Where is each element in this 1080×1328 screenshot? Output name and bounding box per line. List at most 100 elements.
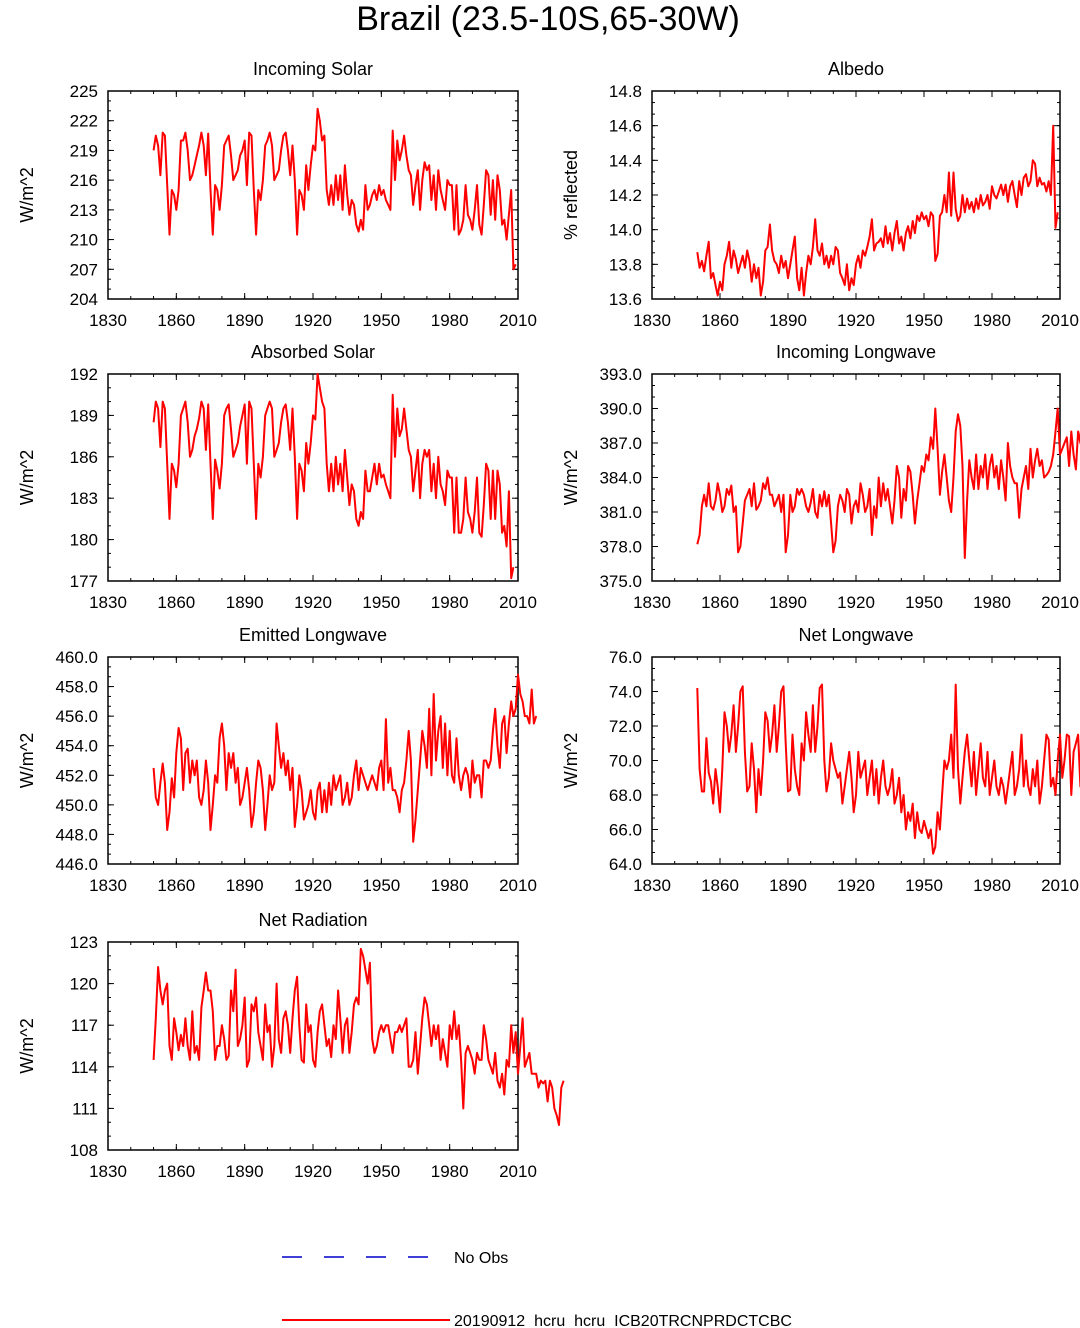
y-tick-label: 14.0 [609,221,642,240]
x-tick-label: 1920 [294,876,332,895]
legend: No Obs 20190912_hcru_hcru_ICB20TRCNPRDCT… [282,1250,792,1328]
x-tick-label: 1860 [157,1162,195,1181]
y-tick-label: 114 [71,1058,98,1077]
x-tick-label: 1860 [157,311,195,330]
chart-title: Net Longwave [798,625,913,645]
x-tick-label: 2010 [1041,876,1079,895]
y-tick-label: 207 [70,260,98,279]
x-tick-label: 1860 [157,876,195,895]
plot-frame [107,656,519,865]
x-tick-label: 1860 [701,876,739,895]
y-tick-label: 74.0 [609,683,642,702]
series-line-absorbed-solar [152,373,515,580]
x-tick-label: 1920 [837,311,875,330]
x-tick-label: 1980 [431,876,469,895]
chart-panels: 1830 1860 1890 1920 1950 1980 2010 204 207 210 213… [17,59,1080,1181]
y-tick-label: 117 [71,1016,98,1035]
y-tick-label: 393.0 [599,365,642,384]
chart-title: Albedo [828,59,884,79]
y-tick-label: 458.0 [55,678,98,697]
x-tick-label: 1950 [905,876,943,895]
y-tick-label: 219 [70,141,98,160]
series-line-incoming-longwave [696,407,1080,559]
y-tick-label: 384.0 [599,469,642,488]
y-tick-label: 448.0 [55,825,98,844]
legend-series-label: 20190912_hcru_hcru_ICB20TRCNPRDCTCBC [454,1313,792,1328]
y-tick-label: 189 [70,406,98,425]
y-tick-label: 450.0 [55,796,98,815]
y-axis-label: W/m^2 [561,450,581,505]
x-tick-label: 1980 [431,593,469,612]
y-tick-label: 204 [70,290,98,309]
y-tick-label: 13.6 [609,290,642,309]
chart-absorbed-solar: 1830 1860 1890 1920 1950 1980 2010 177 180 183 186… [17,342,537,612]
x-tick-label: 1830 [633,876,671,895]
x-tick-label: 1890 [769,593,807,612]
y-tick-label: 70.0 [609,752,642,771]
series-line-albedo [696,124,1059,297]
y-tick-label: 213 [70,201,98,220]
y-tick-label: 180 [70,531,98,550]
y-tick-label: 186 [70,448,98,467]
x-tick-label: 1890 [769,876,807,895]
legend-noobs-label: No Obs [454,1250,508,1267]
y-tick-label: 68.0 [609,786,642,805]
y-tick-label: 14.2 [609,186,642,205]
y-tick-label: 183 [70,489,98,508]
y-tick-label: 14.4 [609,151,642,170]
x-tick-label: 1830 [89,593,127,612]
y-axis-label: W/m^2 [17,733,37,788]
chart-emitted-longwave: 1830 1860 1890 1920 1950 1980 2010 446.0 448.0 45… [17,625,538,895]
x-tick-label: 1980 [431,311,469,330]
y-tick-label: 14.8 [609,82,642,101]
x-tick-label: 1950 [362,593,400,612]
x-tick-label: 1830 [633,593,671,612]
x-tick-label: 1860 [701,593,739,612]
y-tick-label: 192 [70,365,98,384]
y-tick-label: 452.0 [55,766,98,785]
x-tick-label: 1950 [362,876,400,895]
y-axis-label: W/m^2 [17,450,37,505]
y-tick-label: 13.8 [609,255,642,274]
x-tick-label: 1950 [905,593,943,612]
series-line-net-radiation [152,947,565,1126]
y-tick-label: 222 [70,112,98,131]
x-tick-label: 1920 [837,876,875,895]
y-tick-label: 210 [70,231,98,250]
y-axis-label: W/m^2 [561,733,581,788]
y-tick-label: 108 [70,1141,98,1160]
series-line-incoming-solar [152,107,517,271]
y-tick-label: 177 [70,572,98,591]
y-axis-label: W/m^2 [17,1018,37,1073]
y-tick-label: 225 [70,82,98,101]
chart-incoming-solar: 1830 1860 1890 1920 1950 1980 2010 204 207 210 213… [17,59,537,330]
chart-title: Emitted Longwave [239,625,387,645]
x-tick-label: 2010 [499,311,537,330]
x-tick-label: 1830 [89,876,127,895]
y-axis-label: W/m^2 [17,167,37,222]
y-tick-label: 111 [72,1099,98,1118]
x-tick-label: 1980 [431,1162,469,1181]
y-tick-label: 14.6 [609,117,642,136]
x-tick-label: 1830 [89,1162,127,1181]
y-tick-label: 460.0 [55,648,98,667]
chart-incoming-longwave: 1830 1860 1890 1920 1950 1980 2010 375.0 378.0 38… [561,342,1080,612]
x-tick-label: 1830 [89,311,127,330]
x-tick-label: 1890 [226,1162,264,1181]
x-tick-label: 2010 [1041,311,1079,330]
x-tick-label: 1890 [769,311,807,330]
x-tick-label: 1890 [226,593,264,612]
plot-frame [651,656,1061,865]
y-tick-label: 120 [70,975,98,994]
x-tick-label: 1920 [294,1162,332,1181]
x-tick-label: 1860 [157,593,195,612]
x-tick-label: 1830 [633,311,671,330]
x-tick-label: 1890 [226,876,264,895]
y-tick-label: 387.0 [599,434,642,453]
y-tick-label: 76.0 [609,648,642,667]
y-tick-label: 454.0 [55,737,98,756]
x-tick-label: 1980 [973,311,1011,330]
y-tick-label: 216 [70,171,98,190]
x-tick-label: 1980 [973,593,1011,612]
